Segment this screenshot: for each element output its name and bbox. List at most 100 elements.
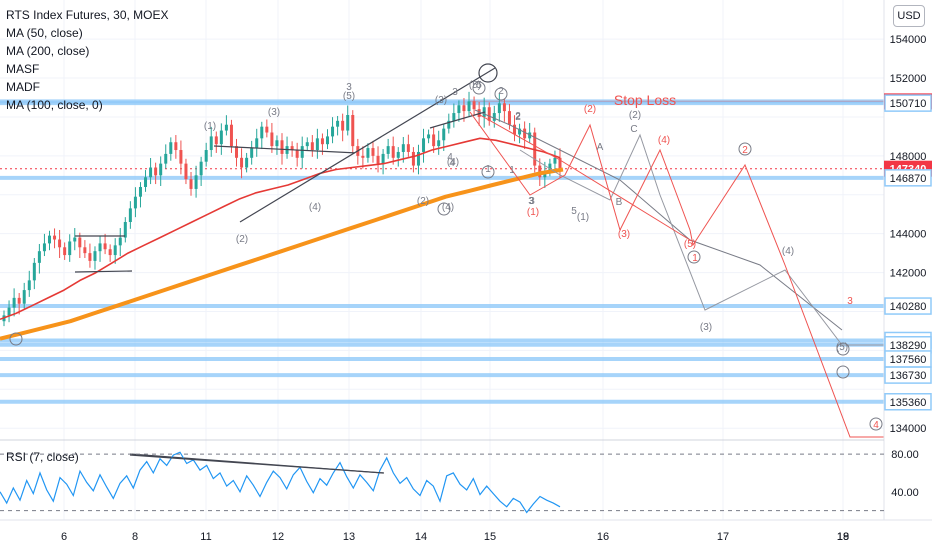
candle-body: [467, 101, 471, 112]
candle-body: [381, 153, 385, 164]
candle-body: [331, 126, 335, 137]
wave-label: 3: [529, 196, 535, 207]
legend-title[interactable]: RTS Index Futures, 30, MOEX: [6, 8, 169, 22]
candle-body: [88, 253, 92, 261]
wave-projection-red: [469, 111, 884, 438]
wave-label-red: (4): [658, 135, 670, 146]
legend-ma-100[interactable]: MA (100, close, 0): [6, 98, 103, 112]
legend-masf[interactable]: MASF: [6, 62, 40, 76]
wave-label: C: [630, 124, 637, 135]
wave-label: 1: [485, 164, 491, 175]
candle-body: [442, 128, 446, 141]
legend-ma-200[interactable]: MA (200, close): [6, 44, 90, 58]
candle-body: [265, 126, 269, 133]
wave-label: (5): [343, 91, 355, 102]
rsi-tick-label: 40.00: [891, 487, 919, 499]
price-tag-label: 137560: [890, 354, 927, 366]
candle-body: [17, 297, 21, 304]
wave-label-red: (2): [584, 104, 596, 115]
trendline: [74, 270, 133, 273]
price-tick-label: 152000: [890, 73, 927, 85]
price-tag-label: 146870: [890, 173, 927, 185]
candle-body: [290, 146, 294, 151]
candle-body: [154, 167, 158, 176]
candle-body: [513, 124, 517, 135]
chart-legend: RTS Index Futures, 30, MOEX MA (50, clos…: [6, 6, 169, 114]
wave-label: 5: [571, 206, 577, 217]
candle-body: [427, 134, 431, 139]
candle-body: [174, 142, 178, 151]
wave-circle-large: [478, 63, 498, 83]
candle-body: [78, 237, 82, 248]
rsi-tick-label: 80.00: [891, 449, 919, 461]
candle-body: [103, 243, 107, 250]
wave-label: (3): [700, 322, 712, 333]
legend-madf[interactable]: MADF: [6, 80, 40, 94]
candle-body: [47, 235, 51, 244]
time-tick-label: 19: [837, 531, 849, 543]
wave-circle: [494, 87, 508, 101]
candle-body: [396, 151, 400, 158]
candle-body: [149, 167, 153, 178]
candle-body: [133, 196, 137, 209]
candle-body: [138, 186, 142, 197]
price-tag-label: 140280: [890, 301, 927, 313]
candle-body: [93, 251, 97, 261]
candle-body: [346, 115, 350, 131]
candle-body: [401, 144, 405, 152]
wave-circle: [687, 250, 701, 264]
candle-body: [351, 115, 355, 147]
candle-body: [553, 157, 557, 164]
candle-body: [487, 107, 491, 121]
price-tag-label: 138290: [890, 340, 927, 352]
candle-body: [260, 126, 264, 139]
candle-body: [507, 111, 511, 125]
legend-ma-50[interactable]: MA (50, close): [6, 26, 83, 40]
candle-body: [477, 109, 481, 117]
candle-body: [492, 113, 496, 121]
wave-circle: [437, 202, 451, 216]
wave-label-red: (3): [618, 229, 630, 240]
rsi-legend[interactable]: RSI (7, close): [6, 450, 79, 464]
candle-body: [194, 175, 198, 189]
wave-label: 1: [509, 165, 515, 176]
candle-body: [128, 208, 132, 222]
rsi-line: [0, 451, 561, 514]
candle-body: [462, 105, 466, 112]
wave-label: 5: [476, 80, 482, 91]
candle-body: [12, 297, 16, 308]
candle-body: [523, 128, 527, 139]
time-tick-label: 15: [484, 531, 496, 543]
time-tick-label: 6: [61, 531, 67, 543]
currency-button[interactable]: USD: [893, 5, 925, 27]
candle-body: [325, 136, 329, 145]
candle-body: [391, 146, 395, 158]
candle-body: [118, 237, 122, 246]
candle-body: [416, 151, 420, 166]
time-tick-label: 13: [343, 531, 355, 543]
wave-label-red: 1: [692, 253, 698, 264]
wave-circle: [738, 142, 752, 156]
wave-label-red: 3: [847, 296, 853, 307]
candle-body: [37, 251, 41, 263]
candle-body: [411, 151, 415, 166]
price-tick-label: 142000: [890, 268, 927, 280]
time-tick-label: 8: [132, 531, 138, 543]
candle-body: [300, 146, 304, 158]
wave-label: (4): [442, 202, 454, 213]
ma-50-line: [0, 137, 561, 321]
candle-body: [305, 142, 309, 147]
price-tag-label: 135360: [890, 397, 927, 409]
candle-body: [270, 132, 274, 147]
candle-body: [437, 140, 441, 147]
rsi-trendline: [129, 454, 385, 474]
wave-label: (2): [236, 234, 248, 245]
candle-body: [406, 144, 410, 152]
candle-body: [502, 103, 506, 112]
price-tick-label: 134000: [890, 423, 927, 435]
wave-circle: [481, 165, 495, 179]
candle-body: [310, 142, 314, 151]
candle-body: [123, 222, 127, 238]
